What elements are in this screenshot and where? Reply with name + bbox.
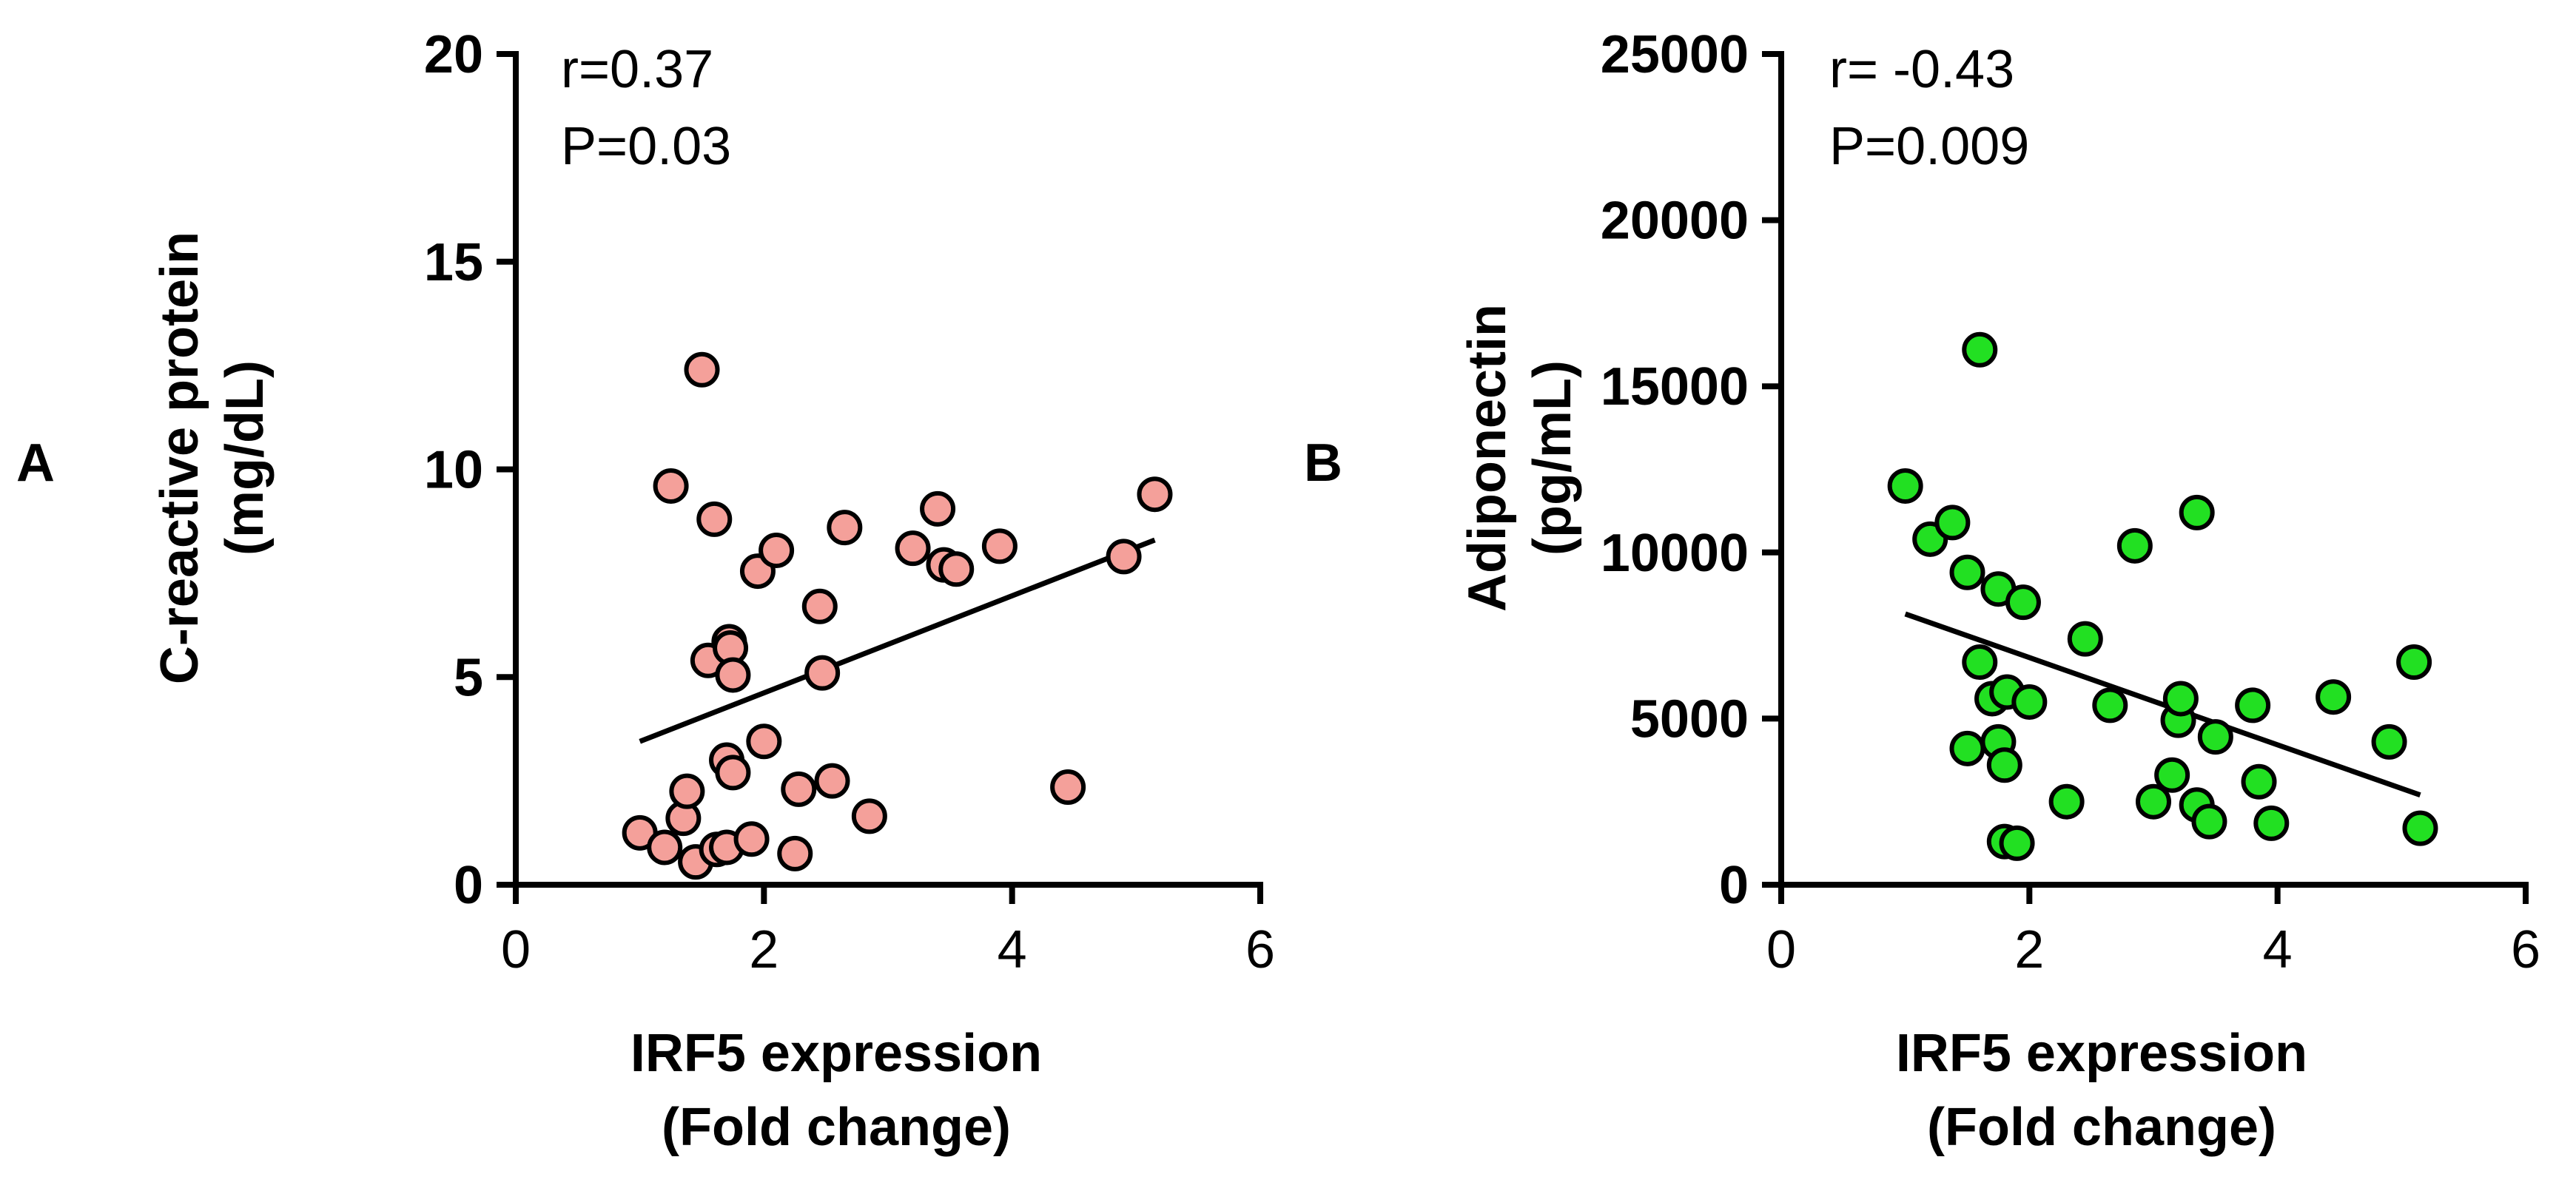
panel-b-data-point	[1887, 468, 1923, 504]
panel-a-data-point	[851, 798, 887, 834]
panel-a-y-tick-label: 0	[454, 856, 483, 915]
panel-a-y-title-line1: C-reactive protein	[150, 232, 209, 684]
panel-b-data-point	[2116, 527, 2153, 564]
panel-a-label: A	[16, 433, 55, 493]
panel-a-y-title-line2: (mg/dL)	[215, 360, 275, 556]
panel-b-y-tick-label: 20000	[1601, 192, 1749, 251]
panel-a-p-annotation: P=0.03	[561, 117, 731, 176]
panel-b-data-point	[2162, 681, 2199, 717]
panel-b-data-point	[2092, 687, 2128, 723]
panel-b-data-point	[2402, 810, 2438, 846]
panel-b-data-point	[2235, 687, 2271, 723]
panel-b-x-tick-label: 6	[2511, 920, 2540, 979]
panel-b-data-point	[2067, 621, 2103, 657]
panel-a-data-point	[814, 763, 850, 799]
panel-b: B Adiponectin (pg/mL) 050001000015000200…	[1304, 25, 2540, 1157]
panel-b-data-point	[2011, 684, 2048, 720]
panel-b-data-point	[2048, 783, 2085, 820]
panel-b-y-title-line2: (pg/mL)	[1523, 360, 1582, 556]
panel-b-p-annotation: P=0.009	[1829, 117, 2029, 176]
panel-a-data-point	[827, 510, 863, 546]
panel-b-x-title-line1: IRF5 expression	[1896, 1024, 2307, 1083]
panel-a-data-point	[1050, 769, 1086, 806]
panel-b-data-point	[2396, 644, 2432, 681]
panel-b-y-title-line1: Adiponectin	[1458, 304, 1517, 612]
panel-b-r-annotation: r= -0.43	[1829, 40, 2014, 99]
panel-b-label: B	[1304, 433, 1342, 493]
panel-a-plot: 0 5 10 15 20 0 2 4 6	[424, 25, 1275, 979]
panel-b-regression-line	[1904, 611, 2421, 798]
panel-a-x-tick-label: 4	[998, 920, 1027, 979]
panel-a-data-point	[653, 468, 689, 504]
panel-b-plot: 0 5000 10000 15000 20000 25000 0 2 4 6	[1601, 25, 2540, 979]
panel-b-x-title-line2: (Fold change)	[1927, 1098, 2276, 1157]
panel-a-data-point	[777, 835, 813, 871]
panel-a-y-tick-label: 5	[454, 648, 483, 707]
panel-b-y-tick-label: 5000	[1630, 689, 1749, 749]
panel-a-data-point	[669, 773, 705, 809]
panel-b-data-point	[1962, 331, 1998, 368]
panel-a-data-point	[938, 551, 975, 587]
panel-b-data-point	[2241, 763, 2277, 800]
panel-a-data-point	[759, 532, 795, 568]
panel-b-data-point	[2316, 679, 2352, 715]
panel-b-data-point	[2371, 723, 2407, 760]
panel-b-data-point	[2191, 803, 2227, 840]
panel-a-y-tick-label: 10	[424, 441, 483, 500]
panel-a-x-tick-label: 6	[1245, 920, 1275, 979]
panel-a-data-point	[801, 588, 838, 624]
panel-a-data-point	[684, 351, 720, 388]
panel-b-data-point	[2253, 805, 2290, 841]
panel-b-y-tick-label: 25000	[1601, 25, 1749, 84]
panel-a-data-point	[804, 655, 841, 691]
panel-b-y-tick-label: 0	[1719, 856, 1749, 915]
panel-b-x-tick-label: 2	[2014, 920, 2044, 979]
panel-a-data-point	[715, 657, 751, 693]
panel-b-x-tick-label: 0	[1766, 920, 1796, 979]
panel-a-data-point	[1106, 539, 1142, 575]
panel-a-r-annotation: r=0.37	[561, 40, 713, 99]
panel-a-data-point	[746, 723, 782, 760]
panel-a-data-point	[895, 530, 931, 567]
panel-b-data-point	[2154, 757, 2190, 793]
panel-b-y-axis-title: Adiponectin (pg/mL)	[1458, 304, 1582, 612]
panel-b-x-tick-label: 4	[2263, 920, 2293, 979]
panel-b-data-point	[1986, 747, 2022, 783]
panel-a-data-point	[715, 755, 751, 791]
panel-a-data-point	[696, 501, 733, 537]
panel-a-data-point	[1137, 476, 1173, 513]
panel-b-data-point	[1949, 730, 1985, 766]
panel-b-data-point	[1999, 825, 2035, 861]
panel-b-data-point	[1962, 644, 1998, 681]
panel-a-x-tick-label: 2	[749, 920, 778, 979]
panel-b-y-tick-label: 10000	[1601, 524, 1749, 583]
panel-b-data-point	[2179, 494, 2215, 530]
panel-a-y-tick-label: 15	[424, 233, 483, 292]
panel-a-data-point	[733, 821, 770, 857]
panel-a-x-title-line1: IRF5 expression	[630, 1024, 1042, 1083]
panel-a-x-title-line2: (Fold change)	[662, 1098, 1011, 1157]
panel-b-data-point	[1949, 554, 1985, 590]
panel-a-data-point	[920, 490, 956, 527]
panel-a-y-tick-label: 20	[424, 25, 483, 84]
panel-a-y-axis-title: C-reactive protein (mg/dL)	[150, 232, 275, 684]
panel-b-data-point	[2136, 783, 2171, 820]
panel-a-data-point	[981, 528, 1018, 564]
panel-b-data-point	[1934, 505, 1971, 541]
panel-a-data-point	[781, 771, 817, 807]
panel-a-regression-line	[639, 537, 1156, 744]
panel-a-data-point	[647, 829, 683, 866]
panel-a: A C-reactive protein (mg/dL) 0 5 10 15 20 0 2 4…	[16, 25, 1275, 1157]
panel-b-y-tick-label: 15000	[1601, 357, 1749, 416]
panel-b-data-point	[2197, 719, 2233, 755]
panel-a-x-tick-label: 0	[501, 920, 531, 979]
panel-b-data-point	[2005, 584, 2041, 621]
